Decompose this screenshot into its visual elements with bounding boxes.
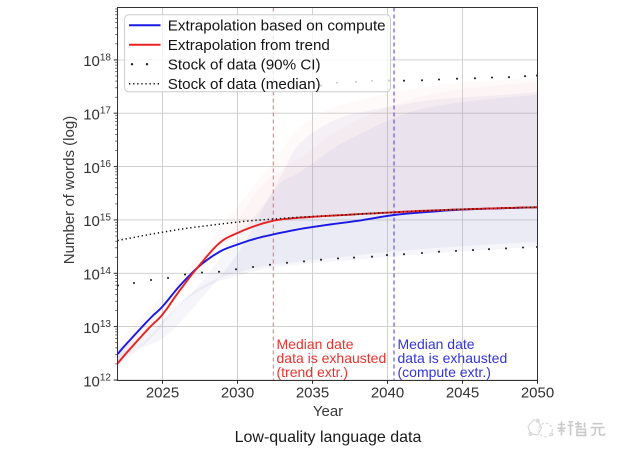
- svg-text:Stock of data (median): Stock of data (median): [168, 76, 321, 93]
- svg-text:2040: 2040: [371, 385, 404, 402]
- svg-text:(compute extr.): (compute extr.): [398, 364, 491, 380]
- svg-text:data is exhausted: data is exhausted: [398, 350, 508, 366]
- svg-text:2045: 2045: [446, 385, 479, 402]
- svg-text:Extrapolation based on compute: Extrapolation based on compute: [168, 18, 386, 35]
- svg-text:Stock of data (90% CI): Stock of data (90% CI): [168, 57, 321, 74]
- svg-text:Median date: Median date: [277, 336, 354, 352]
- svg-text:Number of words (log): Number of words (log): [61, 116, 78, 264]
- svg-text:2030: 2030: [221, 385, 254, 402]
- svg-text:Year: Year: [313, 403, 343, 420]
- svg-text:Extrapolation from trend: Extrapolation from trend: [168, 37, 330, 54]
- svg-text:2035: 2035: [296, 385, 329, 402]
- svg-text:Low-quality language data: Low-quality language data: [235, 429, 422, 446]
- svg-text:2025: 2025: [146, 385, 179, 402]
- svg-text:data is exhausted: data is exhausted: [277, 350, 387, 366]
- svg-text:(trend extr.): (trend extr.): [277, 364, 349, 380]
- svg-text:Median date: Median date: [398, 336, 475, 352]
- svg-text:2050: 2050: [521, 385, 554, 402]
